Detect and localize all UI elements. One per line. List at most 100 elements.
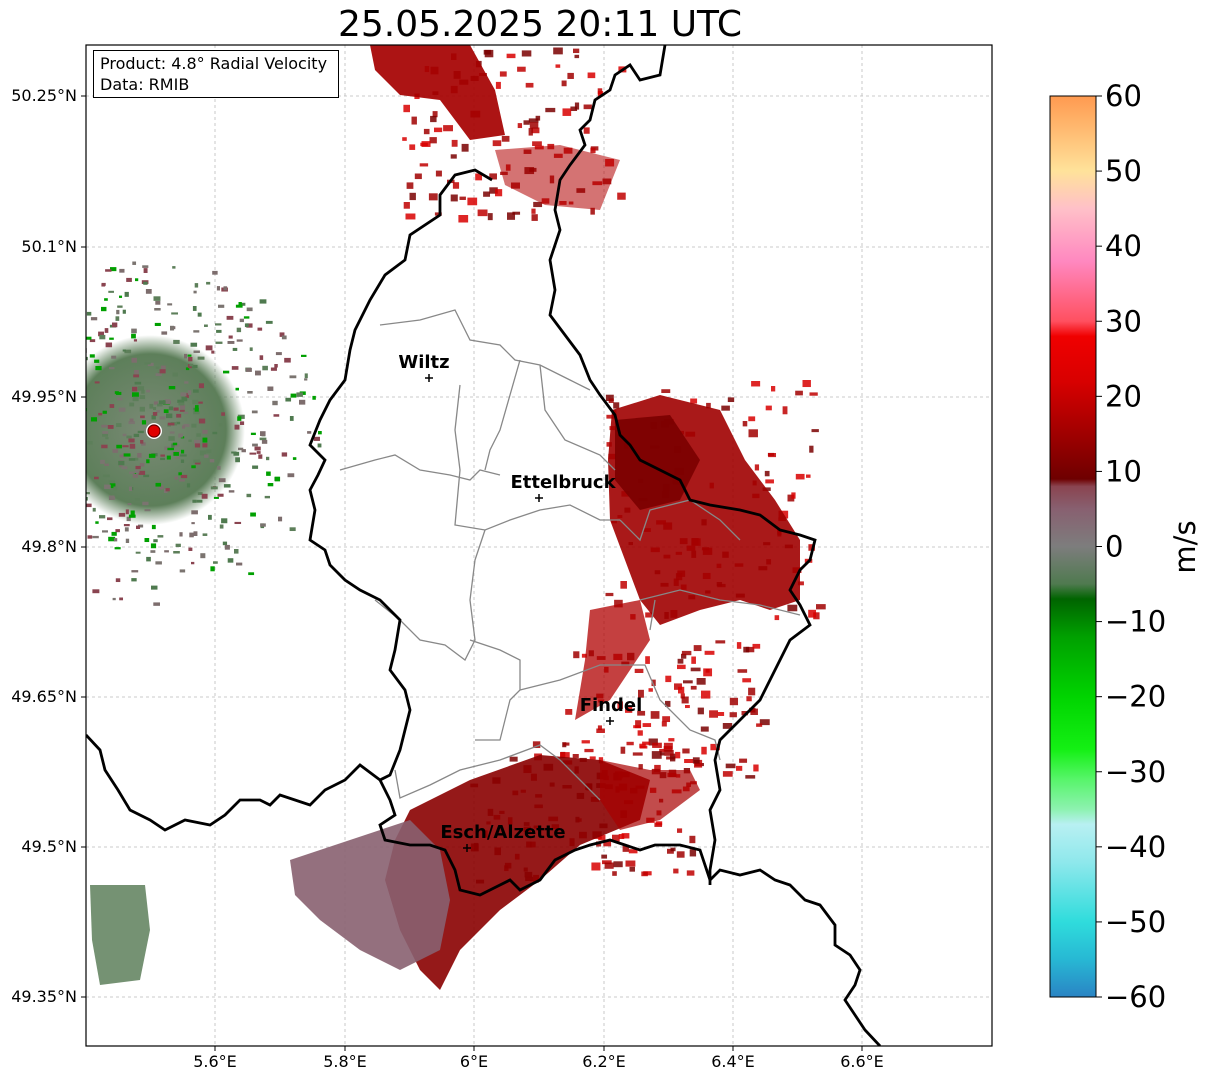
city-markers: Wiltz Ettelbruck Findel Esch/Alzette	[398, 352, 642, 852]
echo-pixel	[289, 527, 296, 532]
echo-pixel	[139, 406, 145, 412]
echo-pixel	[65, 339, 72, 343]
echo-pixel	[670, 753, 676, 762]
echo-south-pink	[290, 820, 450, 970]
echo-pixel	[246, 307, 253, 312]
echo-pixel	[109, 367, 115, 370]
city-label: Findel	[580, 695, 643, 716]
echo-pixel	[91, 417, 98, 422]
echo-pixel	[81, 522, 85, 525]
echo-pixel	[201, 493, 208, 499]
echo-pixel	[722, 771, 733, 777]
echo-pixel	[787, 494, 795, 502]
echo-pixel	[118, 460, 125, 466]
echo-pixel	[244, 323, 249, 328]
echo-pixel	[235, 457, 240, 463]
echo-pixel	[153, 539, 158, 543]
echo-pixel	[98, 412, 103, 416]
city-label: Ettelbruck	[510, 472, 616, 493]
echo-pixel	[197, 312, 202, 317]
echo-pixel	[765, 479, 774, 484]
echo-pixel	[458, 215, 469, 223]
echo-pixel	[73, 348, 76, 353]
echo-pixel	[218, 423, 223, 427]
echo-pixel	[581, 653, 587, 658]
echo-pixel	[246, 323, 253, 328]
radar-clutter-area	[86, 335, 245, 525]
echo-pixel	[25, 438, 31, 441]
echo-pixel	[86, 356, 88, 361]
echo-pixel	[645, 656, 650, 664]
echo-pixel	[806, 474, 811, 478]
colorbar-tick-label: 30	[1105, 304, 1142, 338]
echo-pixel	[138, 524, 144, 528]
echo-pixel	[727, 397, 735, 403]
echo-pixel	[756, 723, 763, 727]
echo-pixel	[487, 213, 493, 221]
echo-pixel	[109, 337, 114, 340]
echo-pixel	[234, 549, 239, 554]
echo-pixel	[589, 756, 596, 760]
echo-pixel	[79, 483, 84, 487]
echo-pixel	[175, 543, 181, 548]
echo-pixel	[154, 308, 161, 311]
echo-pixel	[206, 449, 212, 454]
echo-pixel	[133, 339, 138, 342]
echo-pixel	[176, 413, 182, 418]
echo-pixel	[670, 847, 676, 852]
echo-pixel	[281, 452, 288, 457]
echo-pixel	[58, 433, 64, 437]
echo-pixel	[304, 378, 308, 381]
echo-pixel	[774, 615, 780, 621]
echo-pixel	[581, 740, 590, 744]
echo-pixel	[56, 525, 61, 530]
echo-pixel	[553, 47, 563, 55]
echo-pixel	[50, 520, 56, 524]
echo-pixel	[70, 341, 76, 343]
echo-pixel	[181, 449, 185, 454]
echo-pixel	[194, 443, 201, 448]
echo-pixel	[171, 312, 179, 315]
echo-pixel	[626, 741, 634, 746]
echo-pixel	[561, 80, 567, 87]
echo-pixel	[142, 501, 149, 506]
echo-pixel	[742, 678, 752, 683]
echo-pixel	[55, 307, 58, 309]
echo-pixel	[194, 407, 199, 412]
echo-pixel	[650, 711, 660, 719]
echo-pixel	[676, 851, 685, 858]
echo-pixel	[197, 401, 203, 404]
echo-pixel	[146, 556, 151, 562]
echo-pixel	[318, 431, 322, 435]
echo-pixel	[248, 572, 255, 576]
echo-pixel	[172, 266, 176, 269]
echo-pixel	[127, 503, 132, 506]
echo-pixel	[172, 372, 178, 377]
echo-pixel	[215, 323, 222, 326]
echo-pixel	[157, 535, 164, 538]
echo-pixel	[178, 402, 185, 406]
echo-pixel	[63, 336, 66, 340]
echo-pixel	[692, 757, 700, 764]
echo-pixel	[264, 495, 270, 499]
echo-pixel	[795, 473, 805, 480]
echo-pixel	[690, 667, 701, 672]
echo-pixel	[151, 524, 156, 530]
echo-pixel	[99, 515, 106, 519]
echo-pixel	[1, 435, 7, 440]
echo-pixel	[642, 741, 651, 745]
echo-pixel	[606, 414, 615, 419]
echo-pixel	[102, 410, 107, 414]
echo-pixel	[152, 412, 158, 416]
echo-pixel	[267, 386, 274, 391]
echo-pixel	[189, 532, 194, 538]
echo-pixel	[290, 393, 297, 398]
echo-pixel	[421, 141, 431, 147]
echo-pixel	[419, 163, 429, 167]
lat-tick: 50.1°N	[21, 237, 77, 256]
echo-pixel	[161, 365, 166, 371]
echo-pixel	[285, 397, 292, 402]
echo-pixel	[428, 193, 438, 201]
echo-pixel	[654, 764, 661, 772]
echo-pixel	[751, 381, 761, 387]
